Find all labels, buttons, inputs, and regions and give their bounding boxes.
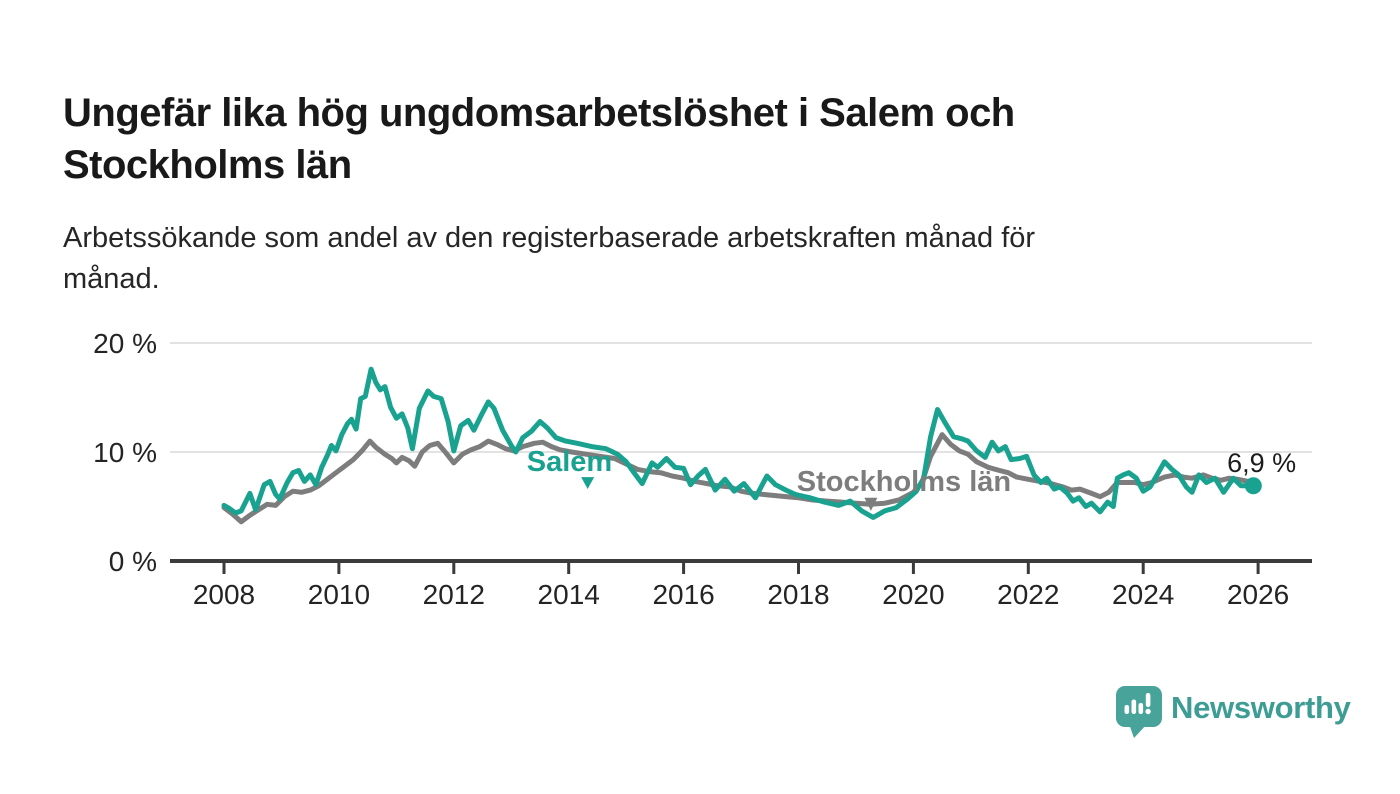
end-dot-salem [1244, 477, 1262, 495]
label-arrow-icon-stockholms-l-n [864, 497, 878, 511]
x-tick-label-2014: 2014 [538, 579, 600, 610]
x-tick-label-2012: 2012 [423, 579, 485, 610]
x-tick-label-2022: 2022 [997, 579, 1059, 610]
series-line-salem [221, 366, 1251, 520]
y-tick-label-0: 0 % [109, 546, 157, 577]
chart-label-stockholms-l-n: Stockholms län [797, 466, 1011, 498]
chart-subtitle-line-1: Arbetssökande som andel av den registerb… [63, 222, 1036, 254]
page-title: Ungefär lika hög ungdomsarbetslöshet i S… [63, 87, 1263, 191]
page-title-line-1: Ungefär lika hög ungdomsarbetslöshet i S… [63, 90, 1015, 135]
bar-icon-3 [1138, 703, 1144, 714]
newsworthy-logo: Newsworthy [1116, 686, 1351, 740]
page-title-line-2: Stockholms län [63, 142, 352, 187]
chart-label-salem: Salem [527, 446, 612, 478]
label-arrow-icon-salem [581, 477, 595, 490]
newsworthy-badge-icon [1116, 686, 1162, 738]
x-tick-label-2024: 2024 [1112, 579, 1174, 610]
x-tick-label-2020: 2020 [882, 579, 944, 610]
y-tick-label-20: 20 % [93, 328, 157, 359]
x-tick-label-2026: 2026 [1227, 579, 1289, 610]
chart-subtitle: Arbetssökande som andel av den registerb… [63, 218, 1303, 300]
chart-subtitle-line-2: månad. [63, 263, 160, 295]
chart-label-6-9-: 6,9 % [1227, 448, 1296, 478]
bar-icon-1 [1124, 705, 1130, 714]
exclamation-icon [1145, 693, 1151, 707]
x-tick-label-2016: 2016 [652, 579, 714, 610]
bar-icon-2 [1131, 699, 1137, 714]
y-tick-label-10: 10 % [93, 437, 157, 468]
newsworthy-wordmark: Newsworthy [1171, 690, 1351, 725]
x-tick-label-2018: 2018 [767, 579, 829, 610]
x-tick-label-2008: 2008 [193, 579, 255, 610]
x-tick-label-2010: 2010 [308, 579, 370, 610]
